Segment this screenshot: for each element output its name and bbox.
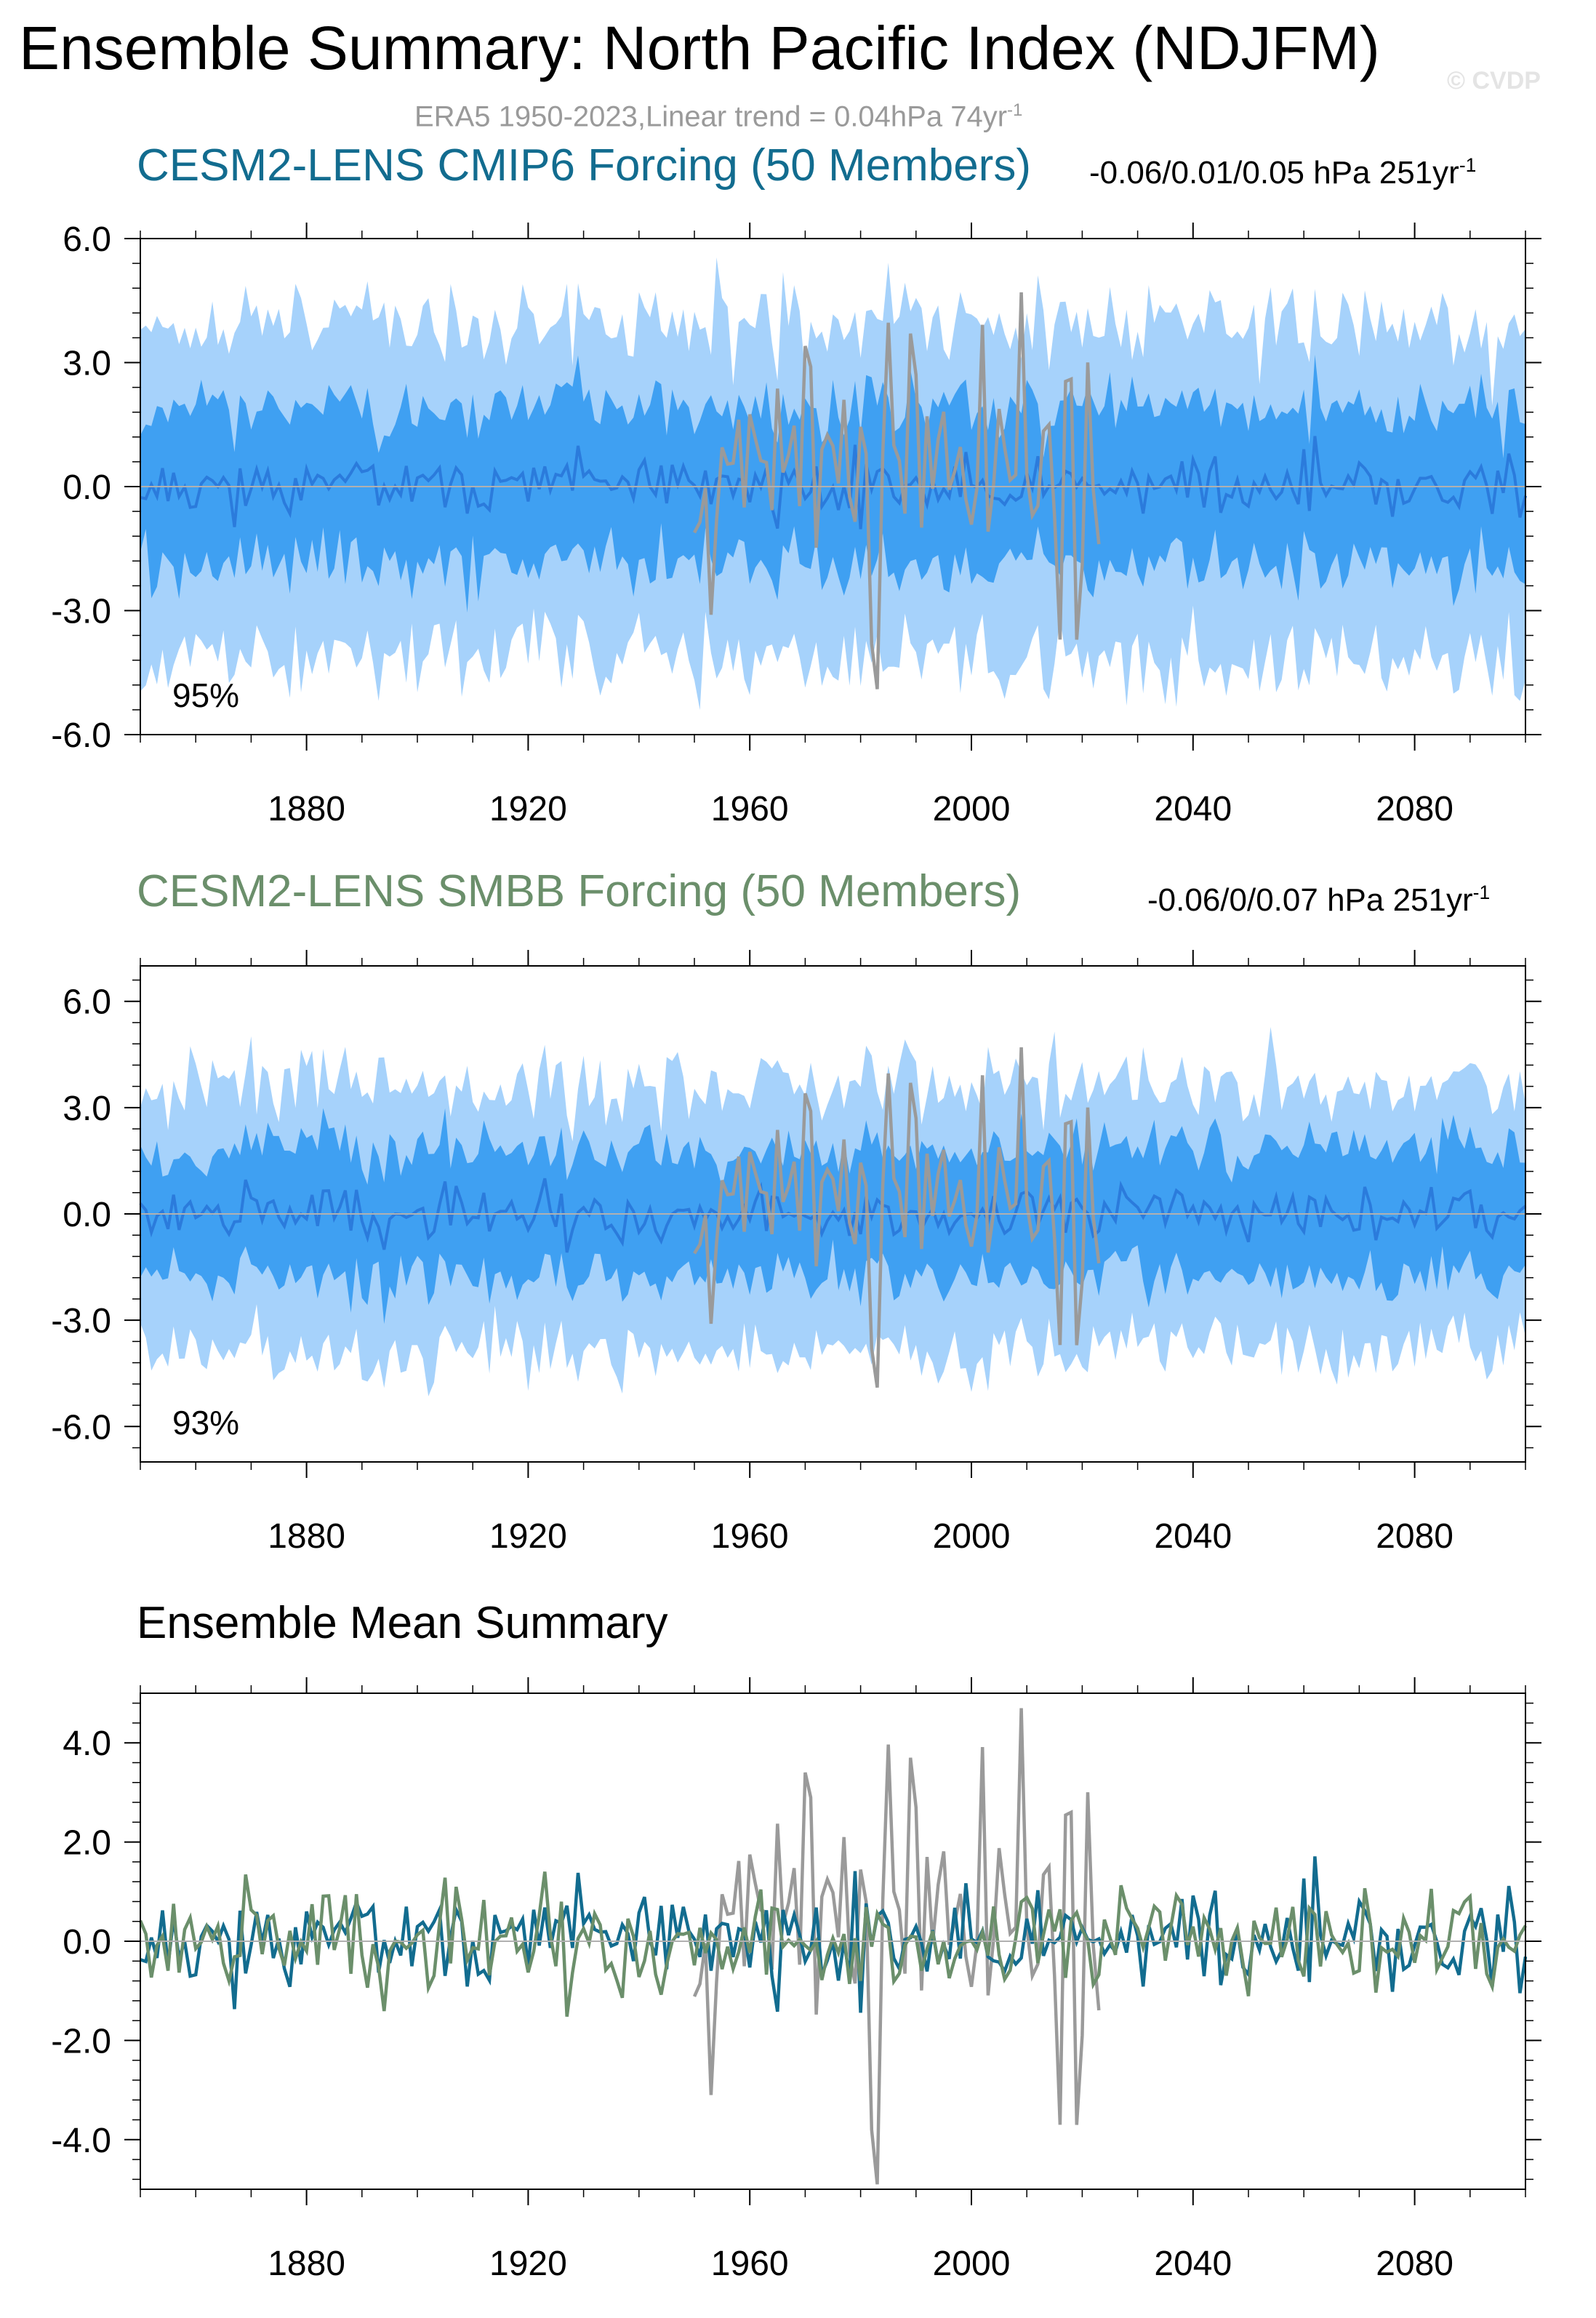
mean-ytick-label: 0.0 [63, 1923, 111, 1962]
mean-ytick-label: 2.0 [63, 1824, 111, 1863]
mean-xtick-label: 1920 [489, 2245, 567, 2283]
mean-ytick-label: 4.0 [63, 1724, 111, 1763]
smbb-percent-label: 93% [172, 1404, 239, 1442]
smbb-xtick-label: 2000 [933, 1517, 1011, 1556]
mean-xtick-label: 1960 [711, 2245, 789, 2283]
obs-trend-text: ERA5 1950-2023,Linear trend = 0.04hPa 74… [414, 100, 1008, 133]
smbb-ytick-label: -6.0 [51, 1408, 111, 1447]
cmip6-xtick-label: 2080 [1376, 790, 1453, 828]
cmip6-xtick-label: 1920 [489, 790, 567, 828]
cmip6-trend-label: -0.06/0.01/0.05 hPa 251yr-1 [1089, 154, 1476, 191]
cmip6-xtick-label: 2040 [1154, 790, 1232, 828]
cmip6-trend-exponent: -1 [1459, 154, 1477, 176]
cmip6-xtick-label: 1960 [711, 790, 789, 828]
mean-xtick-label: 2000 [933, 2245, 1011, 2283]
figure-title: Ensemble Summary: North Pacific Index (N… [19, 14, 1380, 82]
smbb-trend-label: -0.06/0/0.07 hPa 251yr-1 [1147, 882, 1490, 919]
smbb-trend-text: -0.06/0/0.07 hPa 251yr [1147, 882, 1473, 918]
smbb-panel-title: CESM2-LENS SMBB Forcing (50 Members) [137, 866, 1022, 916]
smbb-xtick-label: 2080 [1376, 1517, 1453, 1556]
smbb-ytick-label: 0.0 [63, 1196, 111, 1234]
smbb-xtick-label: 1960 [711, 1517, 789, 1556]
smbb-ytick-label: 6.0 [63, 983, 111, 1022]
smbb-xtick-label: 2040 [1154, 1517, 1232, 1556]
cmip6-chart: 95% 6.0 3.0 0.0 -3.0 -6.0 1880 1920 1960 2000 2040… [51, 220, 1541, 828]
mean-ytick-label: -2.0 [51, 2022, 111, 2061]
mean-xtick-label: 2080 [1376, 2245, 1453, 2283]
cmip6-ytick-label: -6.0 [51, 716, 111, 755]
cmip6-percent-label: 95% [172, 676, 239, 714]
mean-xtick-label: 2040 [1154, 2245, 1232, 2283]
smbb-obs-line [693, 1047, 1101, 1388]
smbb-trend-exponent: -1 [1472, 882, 1491, 903]
cmip6-ytick-label: -3.0 [51, 593, 111, 631]
smbb-ytick-label: 3.0 [63, 1090, 111, 1128]
cmip6-ytick-label: 3.0 [63, 345, 111, 383]
smbb-ytick-label: -3.0 [51, 1302, 111, 1340]
smbb-xtick-label: 1920 [489, 1517, 567, 1556]
copyright-watermark: © CVDP [1447, 67, 1541, 95]
smbb-chart: 93% 6.0 3.0 0.0 -3.0 -6.0 1880 1920 1960 2000 2040… [51, 950, 1541, 1556]
smbb-inner-band [140, 1108, 1525, 1324]
cmip6-xtick-label: 1880 [268, 790, 345, 828]
mean-panel-title: Ensemble Mean Summary [137, 1598, 668, 1648]
obs-trend-label: ERA5 1950-2023,Linear trend = 0.04hPa 74… [414, 100, 1022, 133]
cmip6-ytick-label: 0.0 [63, 468, 111, 507]
mean-chart: 4.0 2.0 0.0 -2.0 -4.0 1880 1920 1960 2000 2040 208… [51, 1677, 1541, 2283]
smbb-ensemble-mean-line [139, 1178, 1527, 1253]
obs-trend-exponent: -1 [1007, 100, 1023, 120]
cmip6-panel-title: CESM2-LENS CMIP6 Forcing (50 Members) [137, 140, 1031, 191]
cmip6-obs-line [693, 292, 1101, 690]
smbb-xtick-label: 1880 [268, 1517, 345, 1556]
cmip6-xtick-label: 2000 [933, 790, 1011, 828]
mean-smbb-line [138, 1871, 1527, 2017]
mean-ytick-label: -4.0 [51, 2122, 111, 2160]
cmip6-ytick-label: 6.0 [63, 220, 111, 259]
cmip6-inner-band [140, 354, 1525, 613]
mean-xtick-label: 1880 [268, 2245, 345, 2283]
cmip6-trend-text: -0.06/0.01/0.05 hPa 251yr [1089, 154, 1459, 191]
